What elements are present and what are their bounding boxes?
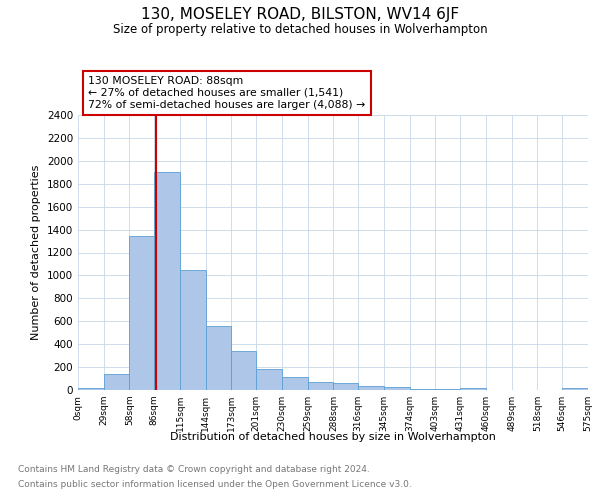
Y-axis label: Number of detached properties: Number of detached properties <box>31 165 41 340</box>
Text: 130, MOSELEY ROAD, BILSTON, WV14 6JF: 130, MOSELEY ROAD, BILSTON, WV14 6JF <box>141 8 459 22</box>
Bar <box>308 382 334 390</box>
Bar <box>282 377 308 390</box>
Bar <box>562 388 588 390</box>
Text: 130 MOSELEY ROAD: 88sqm
← 27% of detached houses are smaller (1,541)
72% of semi: 130 MOSELEY ROAD: 88sqm ← 27% of detache… <box>88 76 365 110</box>
Bar <box>78 388 104 390</box>
Bar <box>130 236 154 390</box>
Bar <box>180 270 206 390</box>
Bar <box>334 383 358 390</box>
Bar <box>232 351 256 390</box>
Bar <box>358 386 384 390</box>
Bar <box>154 172 180 390</box>
Bar <box>460 388 486 390</box>
Bar <box>256 370 282 390</box>
Bar <box>410 388 436 390</box>
Bar <box>104 374 130 390</box>
Bar <box>384 388 410 390</box>
Text: Contains public sector information licensed under the Open Government Licence v3: Contains public sector information licen… <box>18 480 412 489</box>
Text: Contains HM Land Registry data © Crown copyright and database right 2024.: Contains HM Land Registry data © Crown c… <box>18 465 370 474</box>
Text: Distribution of detached houses by size in Wolverhampton: Distribution of detached houses by size … <box>170 432 496 442</box>
Text: Size of property relative to detached houses in Wolverhampton: Size of property relative to detached ho… <box>113 22 487 36</box>
Bar <box>206 326 232 390</box>
